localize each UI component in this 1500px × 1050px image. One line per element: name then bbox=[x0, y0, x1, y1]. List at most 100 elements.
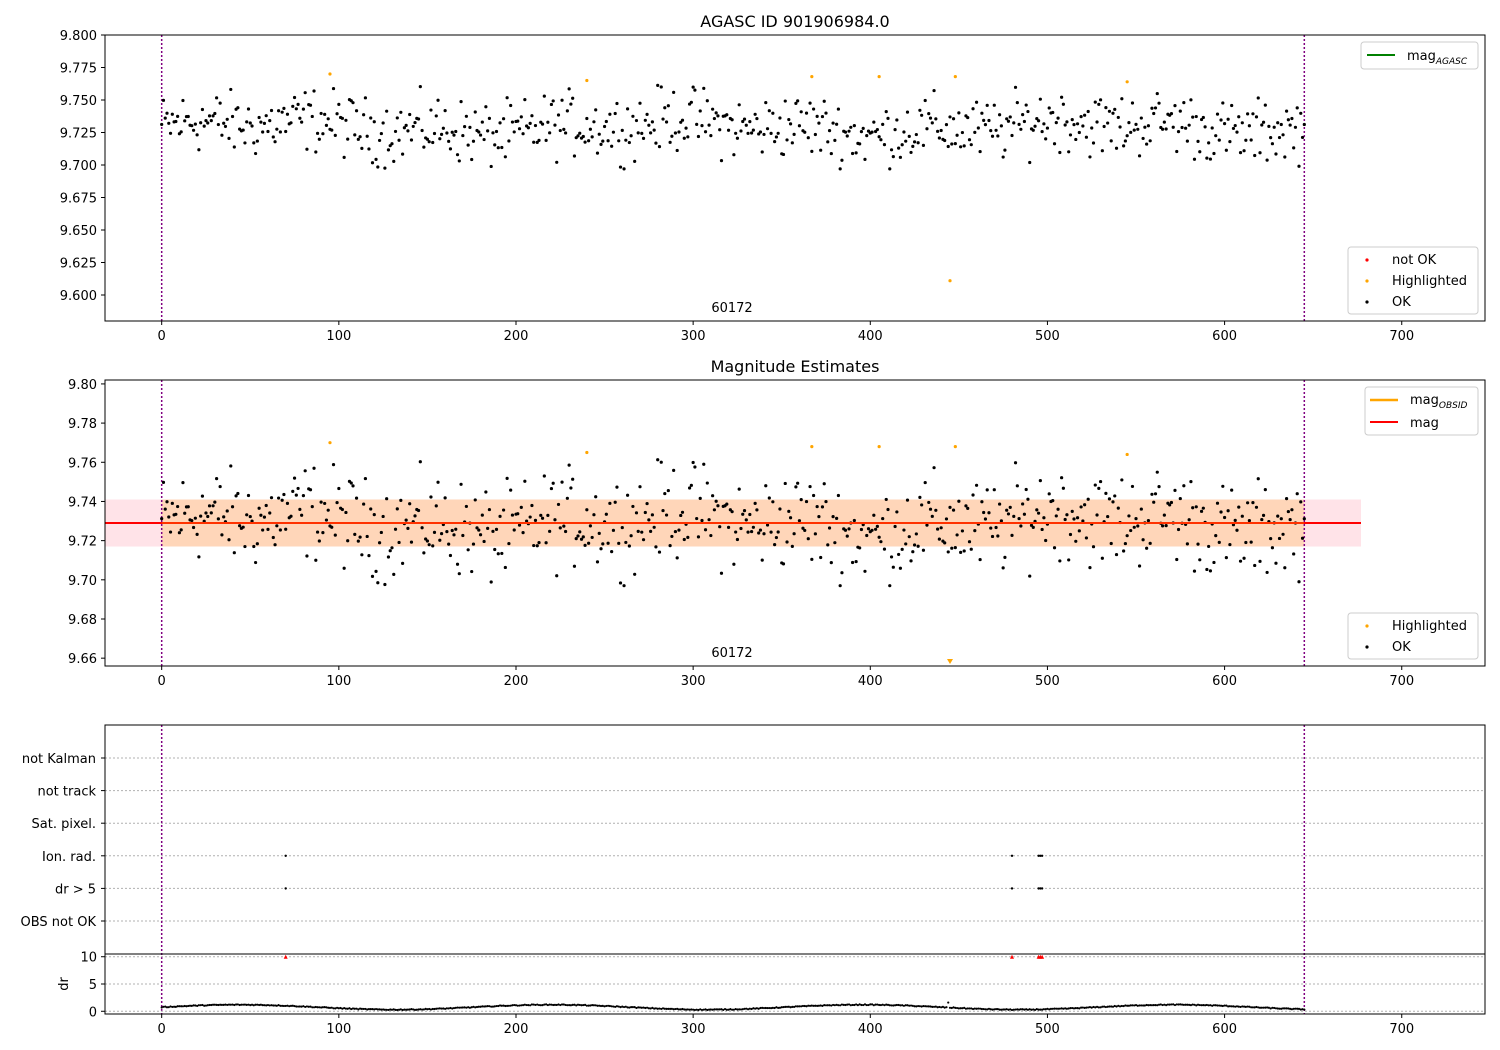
ok-point bbox=[1254, 505, 1259, 509]
ok-point bbox=[863, 569, 867, 573]
dr-point bbox=[215, 1003, 218, 1006]
dr-point bbox=[748, 1007, 751, 1010]
ok-point bbox=[523, 98, 527, 102]
x-tick-label: 300 bbox=[681, 1022, 706, 1037]
ok-point bbox=[241, 525, 245, 529]
ok-point bbox=[769, 131, 773, 135]
dr-point bbox=[932, 1005, 936, 1008]
ok-point bbox=[808, 484, 812, 489]
dr-point bbox=[573, 1003, 576, 1006]
ok-point bbox=[897, 552, 901, 557]
ok-point bbox=[1136, 127, 1140, 131]
ok-point bbox=[875, 524, 879, 528]
ok-point bbox=[836, 107, 841, 111]
ok-point bbox=[418, 85, 422, 89]
ok-point bbox=[344, 118, 348, 122]
ok-point bbox=[294, 493, 298, 497]
dr-point bbox=[506, 1004, 509, 1007]
ok-point bbox=[680, 510, 685, 514]
ok-point bbox=[1169, 112, 1174, 116]
ok-point bbox=[207, 114, 212, 118]
ok-point bbox=[1276, 514, 1280, 518]
dr-point bbox=[963, 1006, 966, 1009]
ok-point bbox=[395, 116, 399, 120]
ok-point bbox=[206, 514, 210, 519]
ok-point bbox=[1100, 556, 1104, 560]
ok-point bbox=[1175, 149, 1179, 154]
ok-point bbox=[1042, 516, 1046, 520]
ok-point bbox=[849, 125, 853, 129]
y-tick-label: 9.700 bbox=[60, 159, 97, 174]
ok-point bbox=[486, 129, 490, 133]
dr-point bbox=[552, 1003, 555, 1007]
ok-point bbox=[668, 140, 672, 144]
ok-point bbox=[629, 134, 633, 138]
ok-point bbox=[261, 130, 265, 134]
ok-point bbox=[209, 119, 213, 123]
dr-point bbox=[1127, 1004, 1131, 1007]
dr-point bbox=[256, 1003, 259, 1006]
y-tick-label: 5 bbox=[89, 978, 97, 993]
ok-point bbox=[755, 116, 759, 121]
dr-point bbox=[605, 1004, 608, 1008]
ok-point bbox=[1244, 138, 1248, 142]
ok-point bbox=[1056, 116, 1060, 120]
ok-point bbox=[383, 582, 387, 587]
dr-point bbox=[663, 1007, 666, 1010]
ok-point bbox=[1269, 537, 1273, 541]
dr-point bbox=[1143, 1004, 1146, 1007]
dr-point bbox=[357, 1008, 360, 1011]
legend2-label-ok: OK bbox=[1392, 640, 1411, 655]
dr-point bbox=[810, 1004, 813, 1007]
dr-point bbox=[172, 1005, 176, 1008]
ok-point bbox=[833, 541, 837, 545]
x-tick-label: 500 bbox=[1035, 329, 1060, 344]
ok-point bbox=[427, 543, 431, 547]
dr-point bbox=[270, 1004, 273, 1007]
ok-point bbox=[176, 504, 180, 509]
dr-point bbox=[798, 1005, 801, 1008]
ok-point bbox=[838, 584, 842, 588]
ok-point bbox=[477, 528, 481, 532]
dr-point bbox=[961, 1007, 964, 1010]
ok-point bbox=[1134, 122, 1138, 126]
ok-point bbox=[558, 128, 562, 133]
dr-point bbox=[1129, 1004, 1132, 1007]
ok-point bbox=[636, 529, 640, 533]
ok-point bbox=[232, 145, 236, 149]
dr-point bbox=[635, 1006, 638, 1010]
ok-point bbox=[539, 513, 543, 517]
ok-point bbox=[835, 122, 839, 126]
ok-point bbox=[374, 157, 378, 161]
ok-point bbox=[500, 145, 504, 150]
legend-label-not-ok: not OK bbox=[1392, 253, 1437, 268]
ok-point bbox=[346, 539, 350, 543]
ok-point bbox=[682, 136, 686, 140]
ok-point bbox=[337, 102, 341, 106]
dr-point bbox=[516, 1004, 519, 1007]
dr-point bbox=[488, 1005, 491, 1008]
dr-point bbox=[376, 1008, 379, 1011]
dr-point bbox=[665, 1007, 668, 1011]
dr-point bbox=[1048, 1008, 1051, 1011]
ok-point bbox=[732, 562, 736, 566]
ok-point bbox=[1205, 156, 1209, 160]
ok-point bbox=[292, 95, 297, 100]
dr-point bbox=[888, 1004, 891, 1007]
dr-point bbox=[208, 1003, 211, 1007]
highlighted-point bbox=[953, 445, 957, 449]
dr-point bbox=[1292, 1007, 1295, 1010]
ok-point bbox=[498, 121, 502, 125]
ok-point bbox=[955, 133, 959, 137]
ok-point bbox=[760, 558, 764, 562]
dr-point bbox=[1110, 1005, 1113, 1008]
dr-point bbox=[330, 1006, 333, 1009]
dr-point bbox=[1131, 1004, 1134, 1007]
ok-point bbox=[1299, 500, 1303, 504]
ok-point bbox=[680, 118, 685, 122]
dr-point bbox=[164, 1005, 167, 1008]
x-tick-label: 200 bbox=[504, 329, 529, 344]
ok-point bbox=[1162, 120, 1166, 124]
dr-point bbox=[265, 1004, 268, 1007]
dr-point bbox=[855, 1003, 858, 1006]
